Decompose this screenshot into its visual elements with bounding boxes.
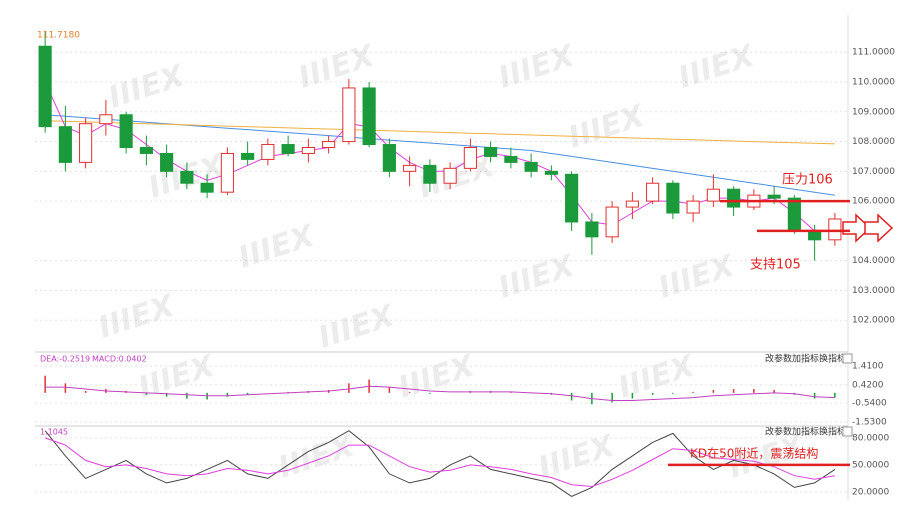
y-tick-label: 106.0000 [852,197,895,207]
y-tick-label: 109.0000 [852,107,895,117]
candle-body [382,144,396,172]
y-tick-label: 0.4200 [852,380,884,390]
annotation: KD在50附近，震荡结构 [690,445,818,460]
y-tick-label: 80.0000 [852,433,889,443]
candle-body [666,182,680,214]
toolbar-button[interactable]: 加指标 [792,353,819,365]
candle-body [585,221,599,238]
candle-body [504,155,518,163]
y-tick-label: 50.0000 [852,460,889,470]
candle-body [160,152,174,172]
y-tick-label: 1.4100 [852,362,884,372]
candle-body [787,197,801,232]
candle-body [180,170,194,184]
candle-body [119,114,133,149]
indicator-value: DEA:-0.2519 [40,355,90,364]
y-tick-label: -1.5300 [852,417,887,427]
candle-body [565,173,579,223]
candle-body [706,188,720,202]
toolbar-button[interactable]: 换指标 [819,353,846,365]
toolbar-button[interactable]: 加指标 [792,426,819,438]
indicator-value: MACD:0.0402 [92,355,147,364]
candle-body [544,170,558,175]
y-tick-label: 110.0000 [852,78,895,88]
indicator-line [44,437,835,488]
candle-body [767,194,781,199]
candle-body [423,164,437,184]
candle-body [220,152,234,193]
y-tick-label: 20.0000 [852,487,889,497]
candle-body [139,147,153,154]
candle-body [463,147,477,169]
y-tick-label: 102.0000 [852,316,895,326]
candle-body [605,206,619,238]
candle-body [200,182,214,193]
candle-body [686,200,700,214]
moving-average [44,81,835,232]
candle-body [808,230,822,241]
max-price-label: 111.7180 [37,31,80,41]
toolbar-button[interactable]: 换指标 [819,426,846,438]
moving-average [45,120,835,145]
annotation: 压力106 [782,173,833,188]
candle-body [79,123,93,163]
candle-body [301,147,315,154]
candle-body [342,87,356,143]
candle-body [828,218,842,241]
toolbar-button[interactable]: 改参数 [765,426,792,438]
arrow-icon [864,213,894,243]
candle-body [403,164,417,172]
y-tick-label: 104.0000 [852,256,895,266]
candle-body [322,141,336,149]
candle-body [484,147,498,157]
candle-body [727,188,741,208]
candle-body [646,182,660,202]
candle-body [261,144,275,160]
candle-body [625,200,639,208]
y-tick-label: 111.0000 [852,48,895,58]
candle-body [443,167,457,184]
candle-body [281,144,295,154]
close-button[interactable] [842,353,853,364]
indicator-value: 1.1045 [40,428,68,437]
y-tick-label: -0.5400 [852,399,887,409]
arrow-icon [842,213,872,243]
toolbar-button[interactable]: 改参数 [765,353,792,365]
candle-body [524,161,538,172]
signal-line [45,385,835,401]
y-tick-label: 107.0000 [852,167,895,177]
y-tick-label: 108.0000 [852,137,895,147]
candle-body [99,114,113,125]
annotation: 支持105 [750,258,801,273]
y-tick-label: 103.0000 [852,286,895,296]
candle-body [241,152,255,160]
close-button[interactable] [842,426,853,437]
candle-body [58,126,72,163]
candle-body [362,87,376,146]
candle-body [38,45,52,128]
